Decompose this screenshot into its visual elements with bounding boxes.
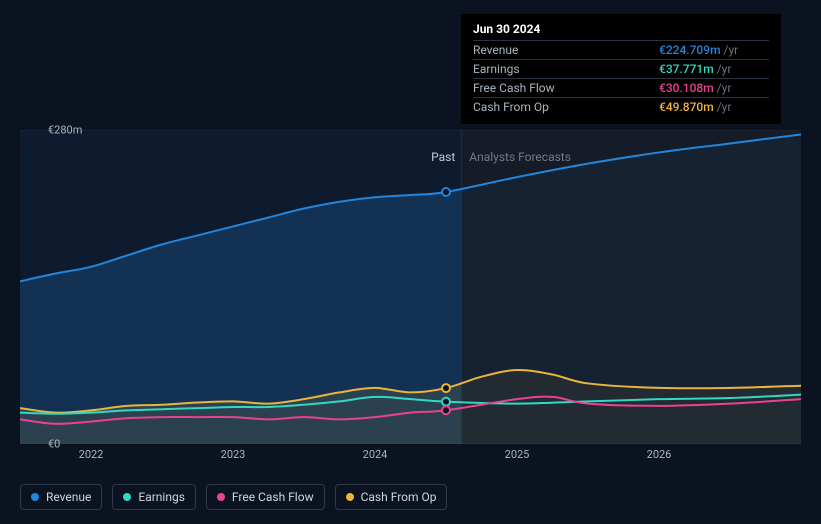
legend-dot-icon [31,493,39,501]
y-axis-label: €280m [48,124,52,137]
tooltip-row-label: Revenue [473,43,659,57]
chart-plot-area[interactable]: €0€280m Past Analysts Forecasts [20,130,801,444]
x-axis-label: 2025 [505,448,530,461]
section-label-forecast: Analysts Forecasts [469,150,571,164]
tooltip-row-value: €224.709m [659,43,721,57]
legend-item-label: Free Cash Flow [232,490,314,504]
marker-earnings [442,398,450,406]
tooltip-row-unit: /yr [717,81,732,95]
legend-dot-icon [217,493,225,501]
marker-cash_from_op [442,384,450,392]
chart-tooltip: Jun 30 2024 Revenue€224.709m/yrEarnings€… [461,14,781,124]
chart-legend: Revenue Earnings Free Cash Flow Cash From O… [20,484,447,510]
x-axis-label: 2023 [221,448,246,461]
marker-free_cash_flow [442,406,450,414]
legend-item-earnings[interactable]: Earnings [112,484,196,510]
tooltip-date: Jun 30 2024 [473,22,769,36]
chart-container: Jun 30 2024 Revenue€224.709m/yrEarnings€… [0,0,821,524]
tooltip-row-label: Free Cash Flow [473,81,659,95]
x-axis-label: 2026 [647,448,672,461]
tooltip-row-unit: /yr [724,43,739,57]
legend-item-revenue[interactable]: Revenue [20,484,102,510]
tooltip-row-unit: /yr [717,62,732,76]
x-axis-label: 2024 [363,448,388,461]
x-axis-label: 2022 [79,448,104,461]
tooltip-row-label: Cash From Op [473,100,659,114]
x-axis-labels: 2022 2023 2024 2025 2026 [20,448,801,468]
legend-item-label: Cash From Op [361,490,437,504]
tooltip-row: Revenue€224.709m/yr [473,40,769,59]
tooltip-row-label: Earnings [473,62,659,76]
legend-dot-icon [123,493,131,501]
tooltip-row-unit: /yr [717,100,732,114]
marker-revenue [442,188,450,196]
tooltip-row-value: €37.771m [659,62,714,76]
legend-dot-icon [346,493,354,501]
section-label-past: Past [431,150,455,164]
tooltip-row-value: €30.108m [659,81,714,95]
tooltip-row: Earnings€37.771m/yr [473,59,769,78]
legend-item-label: Earnings [138,490,185,504]
tooltip-row-value: €49.870m [659,100,714,114]
legend-item-cash_from_op[interactable]: Cash From Op [335,484,448,510]
chart-svg [20,130,801,444]
tooltip-row: Cash From Op€49.870m/yr [473,97,769,116]
tooltip-row: Free Cash Flow€30.108m/yr [473,78,769,97]
legend-item-free_cash_flow[interactable]: Free Cash Flow [206,484,325,510]
legend-item-label: Revenue [46,490,91,504]
